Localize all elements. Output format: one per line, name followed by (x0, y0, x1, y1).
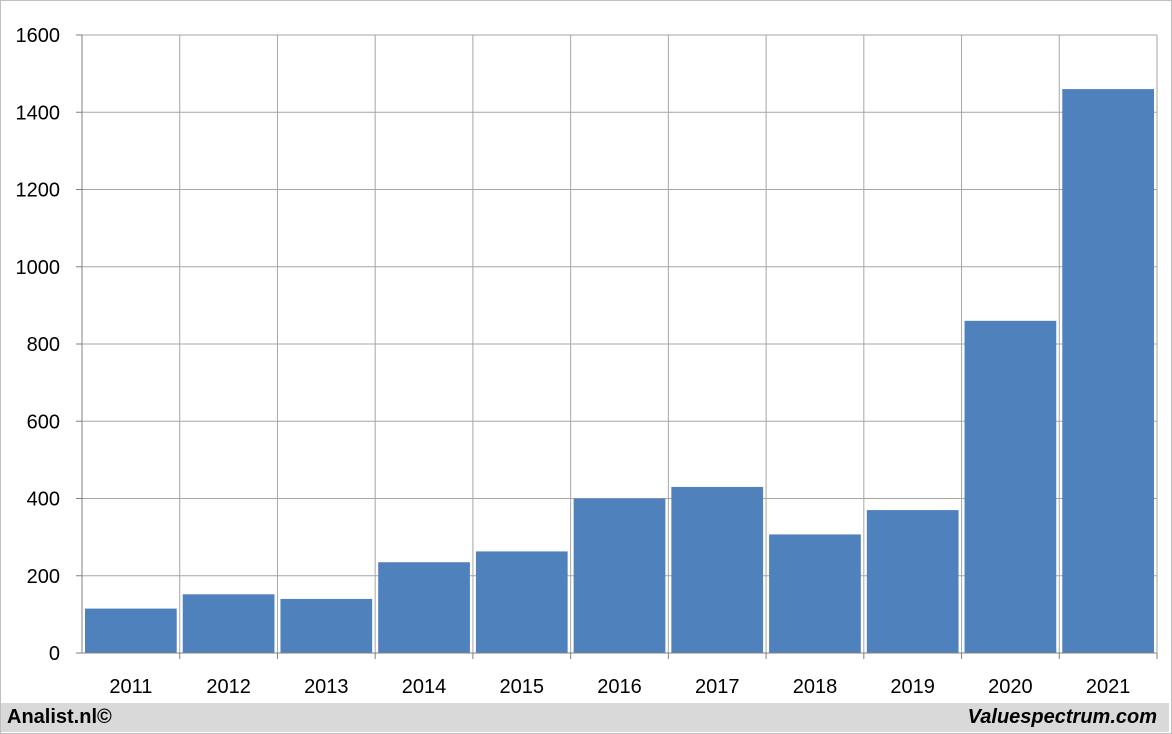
x-tick-label: 2021 (1086, 676, 1131, 698)
x-tick-label: 2020 (988, 676, 1033, 698)
x-tick-label: 2015 (500, 676, 545, 698)
x-tick-label: 2011 (109, 676, 152, 698)
y-tick-label: 200 (27, 566, 60, 588)
bar-2011 (85, 608, 177, 653)
y-tick-label: 600 (27, 411, 60, 433)
bar-2012 (182, 594, 275, 653)
bar-2015 (475, 551, 568, 653)
bar-2019 (866, 510, 959, 653)
footer-bar: Analist.nl© Valuespectrum.com (1, 703, 1169, 732)
y-tick-label: 800 (27, 334, 60, 356)
y-tick-label: 1000 (16, 257, 61, 279)
x-tick-label: 2018 (793, 676, 838, 698)
x-tick-label: 2019 (890, 676, 935, 698)
y-tick-labels: 0 200 400 600 800 1000 1200 1400 1600 (16, 25, 61, 665)
x-tick-label: 2016 (597, 676, 642, 698)
bar-2013 (280, 598, 373, 653)
y-tick-label: 1600 (16, 25, 61, 47)
bars (85, 89, 1154, 653)
y-tick-label: 1400 (16, 102, 61, 124)
axes (76, 34, 1158, 659)
bar-2016 (573, 498, 666, 653)
analist-credit: Analist.nl© (7, 706, 112, 728)
x-tick-label: 2013 (304, 676, 349, 698)
grid-lines (82, 34, 1158, 653)
x-tick-label: 2014 (402, 676, 447, 698)
y-tick-label: 0 (49, 643, 60, 665)
x-tick-label: 2012 (206, 676, 251, 698)
bar-2018 (769, 534, 861, 653)
bar-2014 (378, 562, 470, 653)
y-tick-label: 1200 (16, 180, 61, 202)
bar-2021 (1062, 89, 1154, 653)
valuespectrum-credit: Valuespectrum.com (967, 706, 1157, 728)
bar-2020 (964, 320, 1057, 653)
bar-2017 (671, 486, 764, 653)
x-tick-labels: 2011 2012 2013 2014 2015 2016 2017 2018 2019 2020… (109, 676, 1130, 698)
x-tick-label: 2017 (695, 676, 740, 698)
y-tick-label: 400 (27, 489, 60, 511)
